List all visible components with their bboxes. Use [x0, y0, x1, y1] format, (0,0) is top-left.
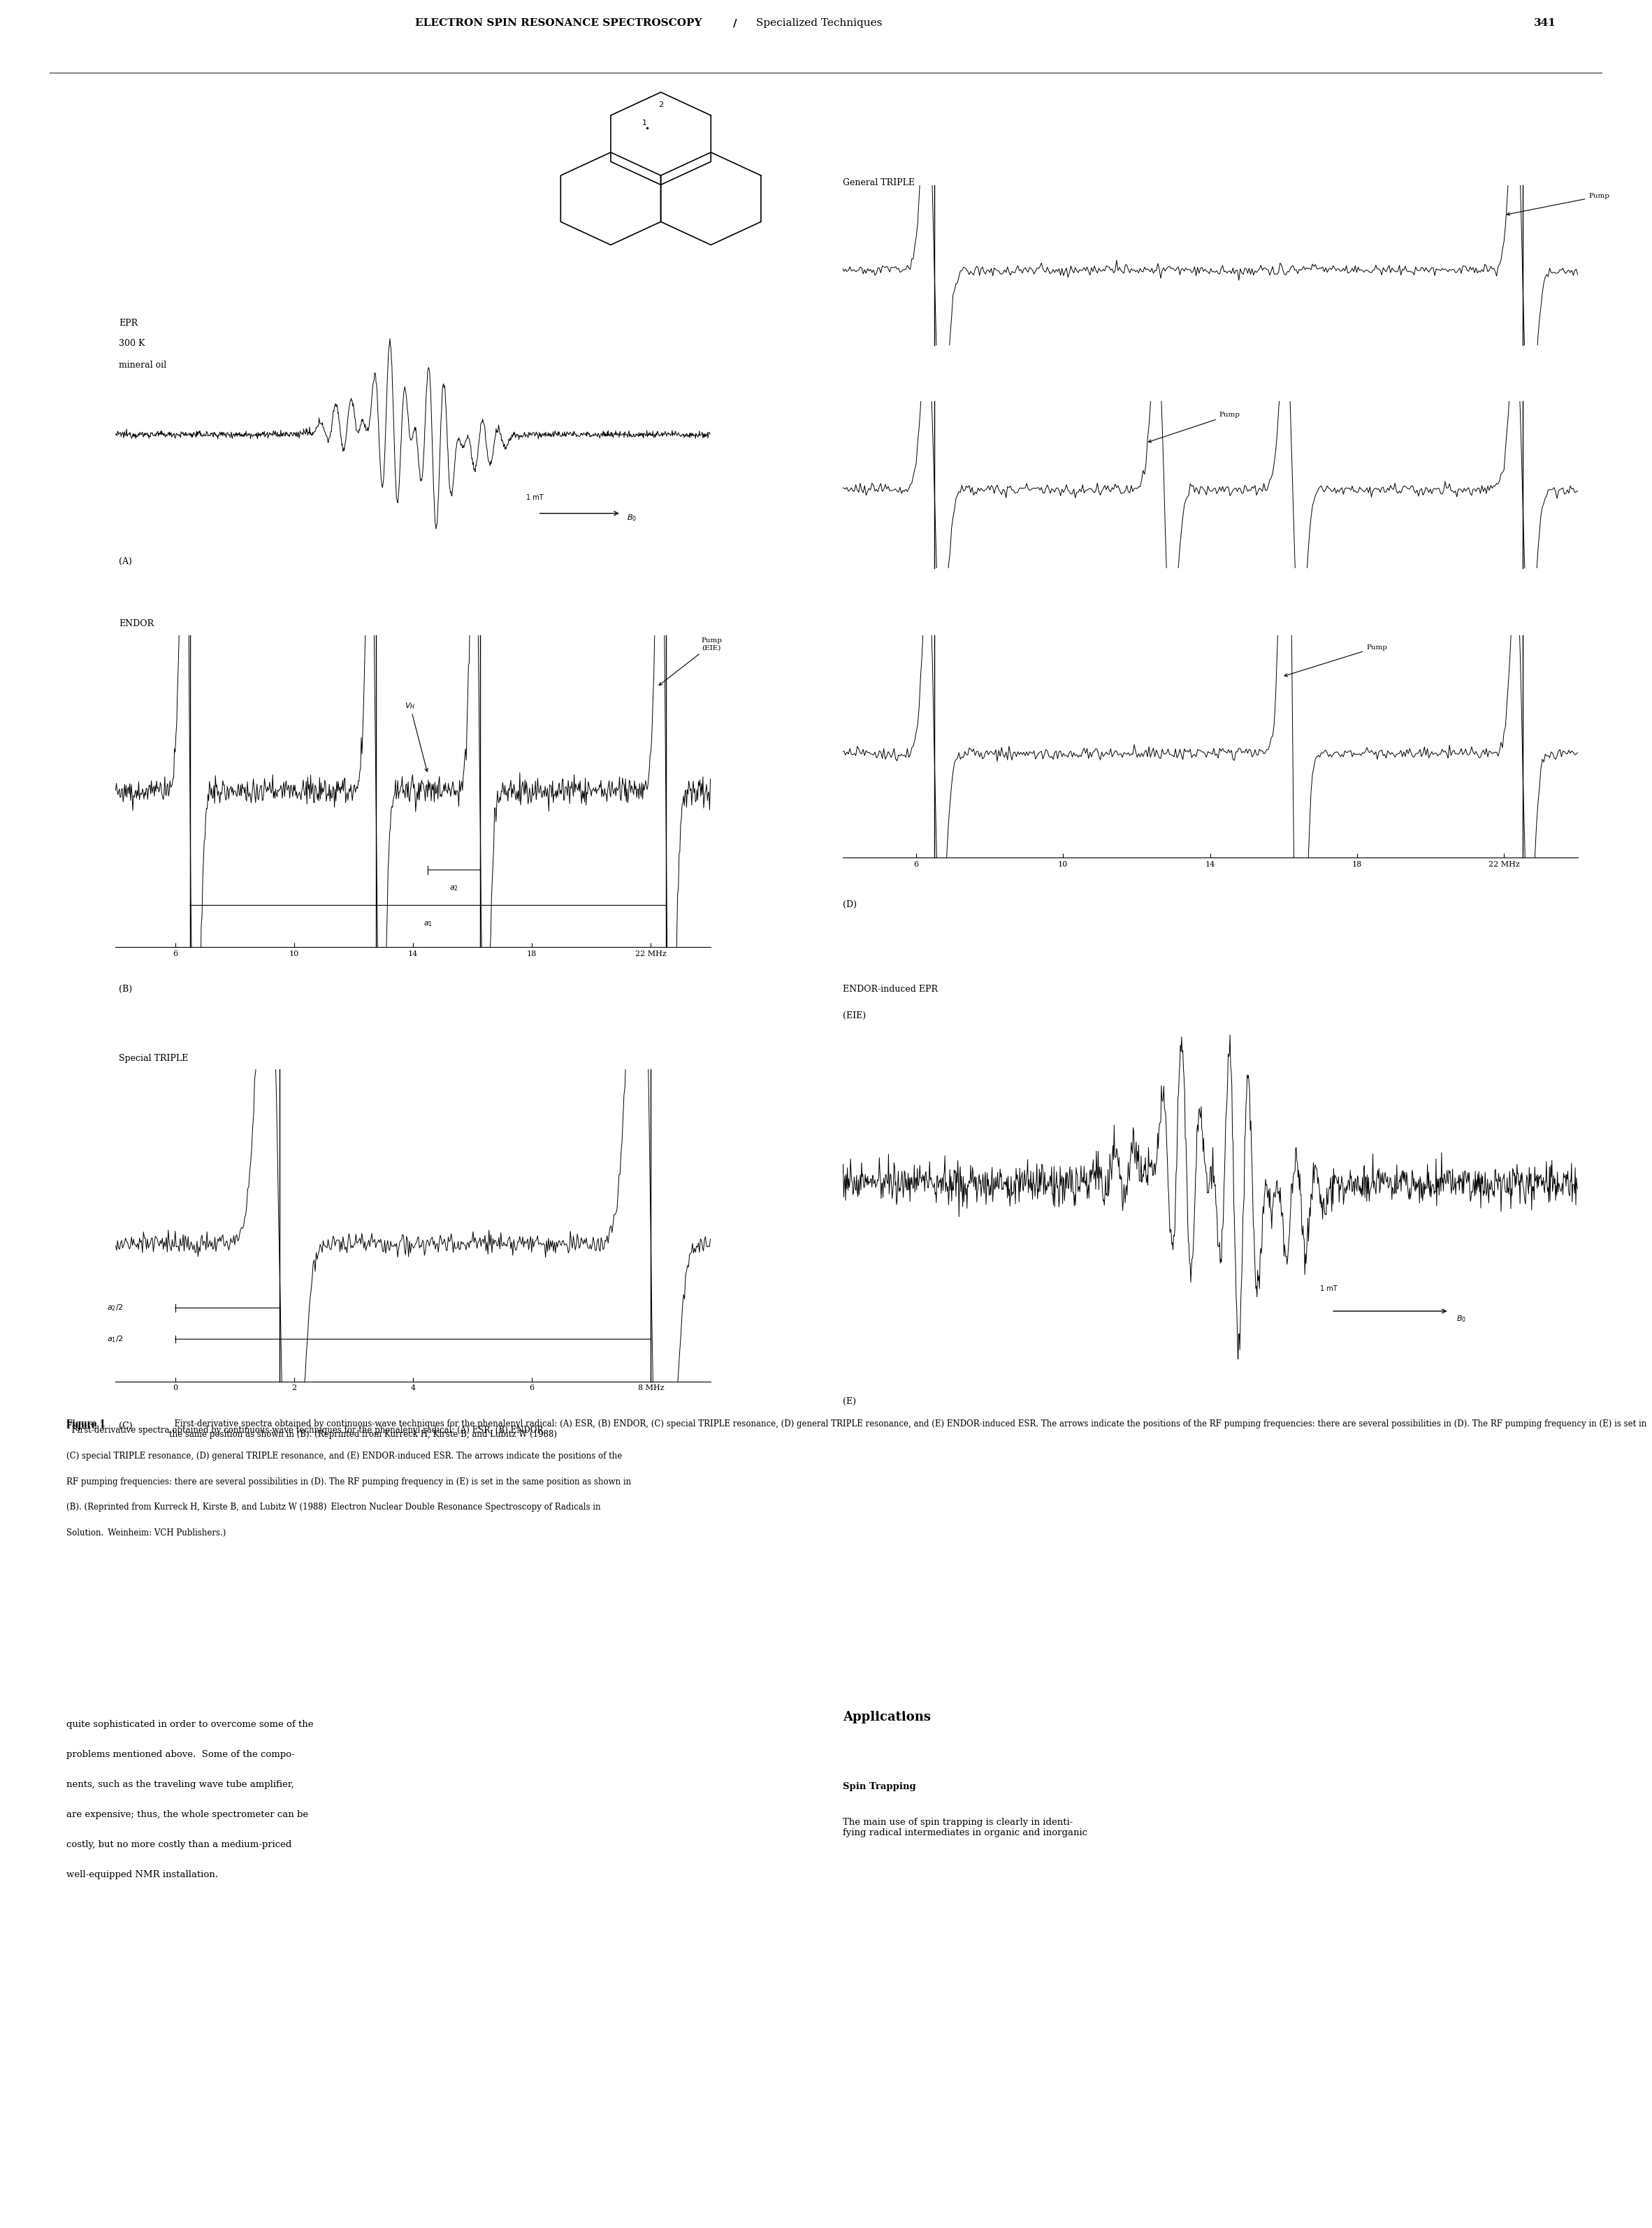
Text: First-derivative spectra obtained by continuous-wave techniques for the phenalen: First-derivative spectra obtained by con…	[66, 1426, 545, 1435]
Text: $B_0$: $B_0$	[628, 512, 638, 524]
Text: (C): (C)	[119, 1421, 132, 1430]
Text: costly, but no more costly than a medium-priced: costly, but no more costly than a medium…	[66, 1840, 291, 1849]
Text: ENDOR-induced EPR: ENDOR-induced EPR	[843, 985, 938, 994]
Text: 1 mT: 1 mT	[1320, 1286, 1338, 1292]
Text: Specialized Techniques: Specialized Techniques	[757, 18, 882, 29]
Text: (C) special TRIPLE resonance, (D) general TRIPLE resonance, and (E) ENDOR-induce: (C) special TRIPLE resonance, (D) genera…	[66, 1453, 621, 1462]
Text: The main use of spin trapping is clearly in identi-
fying radical intermediates : The main use of spin trapping is clearly…	[843, 1818, 1087, 1838]
Text: $a_2/2$: $a_2/2$	[107, 1303, 124, 1312]
Text: Special TRIPLE: Special TRIPLE	[119, 1054, 188, 1063]
Text: 2: 2	[657, 100, 664, 107]
Text: mineral oil: mineral oil	[119, 361, 167, 370]
Text: Pump: Pump	[1148, 412, 1241, 443]
Text: (B): (B)	[119, 985, 132, 994]
Text: General TRIPLE: General TRIPLE	[843, 178, 915, 187]
Text: ENDOR: ENDOR	[119, 619, 154, 628]
Text: Solution.  Weinheim: VCH Publishers.): Solution. Weinheim: VCH Publishers.)	[66, 1528, 226, 1537]
Text: (A): (A)	[119, 557, 132, 566]
Text: 1: 1	[643, 120, 648, 127]
Text: problems mentioned above.  Some of the compo-: problems mentioned above. Some of the co…	[66, 1751, 294, 1760]
Text: Pump: Pump	[1507, 194, 1609, 216]
Text: (B). (Reprinted from Kurreck H, Kirste B, and Lubitz W (1988)  Electron Nuclear : (B). (Reprinted from Kurreck H, Kirste B…	[66, 1504, 600, 1513]
Text: quite sophisticated in order to overcome some of the: quite sophisticated in order to overcome…	[66, 1720, 314, 1729]
Text: 1 mT: 1 mT	[525, 495, 544, 501]
Text: Spin Trapping: Spin Trapping	[843, 1782, 915, 1791]
Text: (EIE): (EIE)	[843, 1012, 866, 1020]
Text: Pump: Pump	[1285, 644, 1388, 677]
Text: $a_1$: $a_1$	[423, 920, 433, 929]
Text: Figure 1: Figure 1	[66, 1419, 106, 1428]
Text: well-equipped NMR installation.: well-equipped NMR installation.	[66, 1872, 218, 1880]
Text: are expensive; thus, the whole spectrometer can be: are expensive; thus, the whole spectrome…	[66, 1809, 307, 1820]
Text: Figure 1: Figure 1	[66, 1421, 106, 1430]
Text: (E): (E)	[843, 1397, 856, 1406]
Text: $V_H$: $V_H$	[405, 702, 428, 771]
Text: /: /	[733, 18, 737, 29]
Text: Pump
(EIE): Pump (EIE)	[659, 637, 722, 686]
Text: ELECTRON SPIN RESONANCE SPECTROSCOPY: ELECTRON SPIN RESONANCE SPECTROSCOPY	[415, 18, 702, 29]
Text: RF pumping frequencies: there are several possibilities in (D). The RF pumping f: RF pumping frequencies: there are severa…	[66, 1477, 631, 1486]
Text: (D): (D)	[843, 900, 856, 909]
Text: 300 K: 300 K	[119, 339, 145, 348]
Text: EPR: EPR	[119, 319, 137, 328]
Text: 341: 341	[1533, 18, 1556, 29]
Text: First-derivative spectra obtained by continuous-wave techniques for the phenalen: First-derivative spectra obtained by con…	[170, 1419, 1647, 1439]
Text: Applications: Applications	[843, 1711, 930, 1724]
Text: $B_0$: $B_0$	[1457, 1315, 1467, 1323]
Text: nents, such as the traveling wave tube amplifier,: nents, such as the traveling wave tube a…	[66, 1780, 294, 1789]
Text: $a_2$: $a_2$	[449, 885, 458, 893]
Text: $a_1/2$: $a_1/2$	[107, 1335, 124, 1343]
